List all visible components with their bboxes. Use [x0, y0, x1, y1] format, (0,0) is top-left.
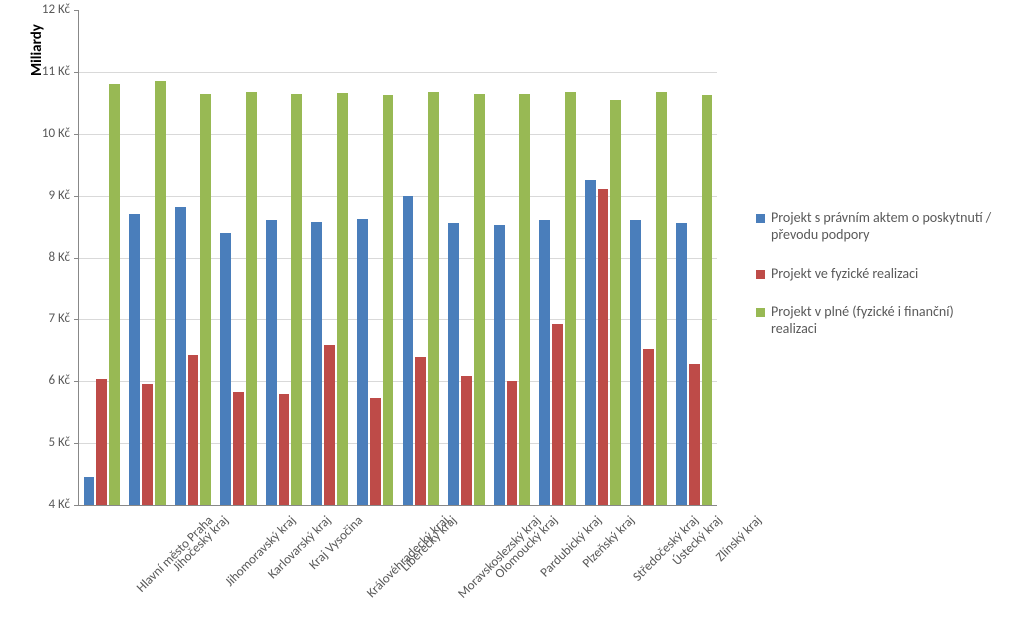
- bar: [129, 214, 140, 505]
- bar: [142, 384, 153, 505]
- legend-swatch: [756, 214, 765, 223]
- y-tick: [74, 134, 79, 135]
- legend-item: Projekt v plné (fyzické i finanční) real…: [756, 304, 1001, 338]
- y-tick: [74, 319, 79, 320]
- bar: [702, 95, 713, 505]
- y-tick-label: 12 Kč: [20, 2, 70, 17]
- y-tick: [74, 72, 79, 73]
- legend-label: Projekt ve fyzické realizaci: [771, 266, 918, 283]
- x-tick-label: Moravskoslezský kraj: [455, 513, 544, 602]
- bar: [428, 92, 439, 505]
- legend-label: Projekt v plné (fyzické i finanční) real…: [771, 304, 1001, 338]
- bar: [448, 223, 459, 505]
- bar: [383, 95, 394, 505]
- gridline: [79, 72, 717, 73]
- bar: [266, 220, 277, 505]
- y-tick-label: 4 Kč: [20, 497, 70, 512]
- y-tick: [74, 381, 79, 382]
- y-tick-label: 8 Kč: [20, 250, 70, 265]
- gridline: [79, 134, 717, 135]
- legend-swatch: [756, 308, 765, 317]
- y-tick: [74, 505, 79, 506]
- bar: [155, 81, 166, 505]
- bar: [403, 196, 414, 505]
- bar: [370, 398, 381, 505]
- y-tick-label: 7 Kč: [20, 311, 70, 326]
- bar: [461, 376, 472, 505]
- chart-container: Miliardy Projekt s právním aktem o posky…: [0, 0, 1024, 638]
- bar: [109, 84, 120, 505]
- x-tick-label: Liberecký kraj: [398, 513, 460, 575]
- y-tick-label: 11 Kč: [20, 64, 70, 79]
- bar: [494, 225, 505, 505]
- x-tick-label: Hlavní město Praha: [134, 513, 217, 596]
- bar: [630, 220, 641, 505]
- bar: [415, 357, 426, 506]
- y-tick: [74, 443, 79, 444]
- bar: [610, 100, 621, 505]
- legend-item: Projekt s právním aktem o poskytnutí / p…: [756, 210, 1001, 244]
- y-tick-label: 10 Kč: [20, 126, 70, 141]
- legend-swatch: [756, 270, 765, 279]
- y-tick-label: 5 Kč: [20, 435, 70, 450]
- bar: [643, 349, 654, 505]
- legend-item: Projekt ve fyzické realizaci: [756, 266, 1001, 283]
- bar: [676, 223, 687, 505]
- plot-area: [78, 10, 717, 506]
- y-tick: [74, 196, 79, 197]
- bar: [96, 379, 107, 505]
- bar: [474, 94, 485, 505]
- y-tick: [74, 258, 79, 259]
- legend: Projekt s právním aktem o poskytnutí / p…: [756, 210, 1001, 360]
- gridline: [79, 196, 717, 197]
- bar: [656, 92, 667, 505]
- bar: [565, 92, 576, 505]
- bar: [585, 180, 596, 505]
- bar: [291, 94, 302, 505]
- bar: [175, 207, 186, 505]
- bar: [311, 222, 322, 505]
- bar: [598, 189, 609, 505]
- bar: [279, 394, 290, 505]
- bar: [539, 220, 550, 505]
- bar: [220, 233, 231, 505]
- bar: [337, 93, 348, 505]
- bar: [233, 392, 244, 505]
- bar: [84, 477, 95, 505]
- bar: [357, 219, 368, 505]
- y-tick-label: 9 Kč: [20, 188, 70, 203]
- bar: [324, 345, 335, 505]
- bar: [188, 355, 199, 505]
- bar: [200, 94, 211, 505]
- bar: [552, 324, 563, 505]
- bar: [519, 94, 530, 505]
- bar: [246, 92, 257, 505]
- y-tick-label: 6 Kč: [20, 373, 70, 388]
- bar: [689, 364, 700, 505]
- y-tick: [74, 10, 79, 11]
- bar: [507, 381, 518, 505]
- legend-label: Projekt s právním aktem o poskytnutí / p…: [771, 210, 1001, 244]
